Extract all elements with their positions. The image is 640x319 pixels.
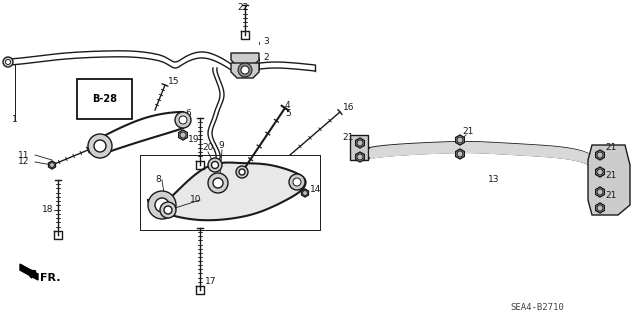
Text: SEA4-B2710: SEA4-B2710 bbox=[510, 303, 564, 313]
Circle shape bbox=[293, 178, 301, 186]
Circle shape bbox=[94, 140, 106, 152]
Text: 1: 1 bbox=[12, 115, 18, 124]
Text: 21: 21 bbox=[462, 128, 474, 137]
Circle shape bbox=[3, 57, 13, 67]
Circle shape bbox=[160, 202, 176, 218]
Text: 21: 21 bbox=[605, 190, 616, 199]
Polygon shape bbox=[596, 167, 604, 177]
Text: 21: 21 bbox=[342, 132, 353, 142]
Circle shape bbox=[148, 191, 176, 219]
Polygon shape bbox=[20, 264, 38, 280]
Polygon shape bbox=[231, 53, 259, 66]
Polygon shape bbox=[596, 203, 604, 213]
Circle shape bbox=[208, 173, 228, 193]
Polygon shape bbox=[179, 130, 188, 140]
Circle shape bbox=[208, 158, 222, 172]
Circle shape bbox=[211, 161, 218, 168]
Text: B-28: B-28 bbox=[92, 94, 117, 104]
Text: 16: 16 bbox=[343, 103, 355, 113]
Text: 13: 13 bbox=[488, 175, 499, 184]
Circle shape bbox=[155, 198, 169, 212]
Text: 5: 5 bbox=[285, 108, 291, 117]
Polygon shape bbox=[231, 63, 259, 78]
Polygon shape bbox=[148, 163, 305, 220]
Circle shape bbox=[164, 206, 172, 214]
Polygon shape bbox=[596, 187, 604, 197]
Polygon shape bbox=[301, 189, 308, 197]
Text: 14: 14 bbox=[310, 186, 321, 195]
Polygon shape bbox=[588, 145, 630, 215]
Circle shape bbox=[241, 66, 249, 74]
Text: 15: 15 bbox=[168, 78, 179, 86]
Text: 17: 17 bbox=[205, 278, 216, 286]
Circle shape bbox=[238, 63, 252, 77]
Circle shape bbox=[6, 60, 10, 64]
Polygon shape bbox=[350, 135, 368, 160]
Polygon shape bbox=[456, 149, 465, 159]
Text: 20: 20 bbox=[202, 144, 213, 152]
Circle shape bbox=[213, 178, 223, 188]
Text: FR.: FR. bbox=[40, 273, 61, 283]
Polygon shape bbox=[596, 150, 604, 160]
Text: 3: 3 bbox=[263, 38, 269, 47]
Text: 8: 8 bbox=[155, 175, 161, 184]
Text: 21: 21 bbox=[605, 170, 616, 180]
Circle shape bbox=[236, 166, 248, 178]
Polygon shape bbox=[356, 152, 364, 162]
Polygon shape bbox=[49, 161, 56, 169]
Text: 4: 4 bbox=[285, 100, 291, 109]
Text: 22: 22 bbox=[237, 4, 248, 12]
Text: 7: 7 bbox=[185, 116, 191, 125]
Polygon shape bbox=[456, 135, 465, 145]
Text: 10: 10 bbox=[190, 196, 202, 204]
Text: 6: 6 bbox=[185, 108, 191, 117]
Circle shape bbox=[289, 174, 305, 190]
Circle shape bbox=[239, 169, 245, 175]
Circle shape bbox=[175, 112, 191, 128]
Text: 21: 21 bbox=[605, 144, 616, 152]
Circle shape bbox=[88, 134, 112, 158]
Text: 9: 9 bbox=[218, 140, 224, 150]
Text: 2: 2 bbox=[263, 54, 269, 63]
Text: 12: 12 bbox=[18, 158, 29, 167]
Text: 19: 19 bbox=[188, 136, 200, 145]
Text: 11: 11 bbox=[18, 151, 29, 160]
Circle shape bbox=[179, 116, 187, 124]
Text: 18: 18 bbox=[42, 205, 54, 214]
Polygon shape bbox=[356, 138, 364, 148]
